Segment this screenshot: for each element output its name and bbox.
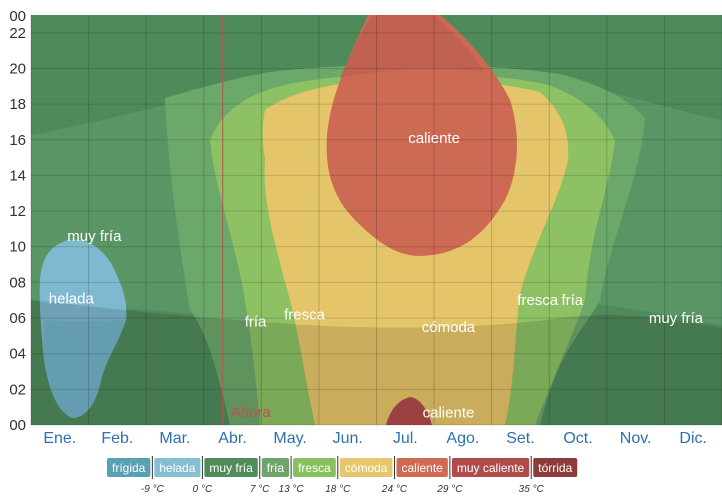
x-tick-label: May. (273, 430, 306, 447)
legend-threshold: 0 °C (193, 484, 213, 495)
legend-swatch (154, 458, 201, 477)
x-tick-label: Mar. (159, 430, 190, 447)
band-caliente-bottom (386, 397, 432, 425)
y-tick-label: 22 (9, 25, 26, 42)
x-tick-label: Jul. (393, 430, 418, 447)
zone-label: muy fría (649, 310, 704, 327)
legend-swatch (204, 458, 258, 477)
x-tick-label: Ene. (43, 430, 76, 447)
legend-threshold: 29 °C (436, 484, 463, 495)
legend-swatch (533, 458, 578, 477)
band-muy-caliente-top (340, 15, 485, 78)
y-tick-label: 02 (9, 381, 26, 398)
y-tick-label: 10 (9, 239, 26, 256)
y-tick-label: 08 (9, 274, 26, 291)
zone-label: muy fría (67, 228, 122, 245)
y-tick-label: 04 (9, 346, 26, 363)
x-tick-label: Oct. (563, 430, 592, 447)
y-tick-label: 00 (9, 8, 26, 25)
legend-label: frígida (112, 461, 146, 475)
y-tick-label: 12 (9, 203, 26, 220)
legend-threshold: 24 °C (381, 484, 408, 495)
now-label: Ahora (231, 404, 272, 421)
zone-label: fresca (284, 306, 326, 323)
legend-label: muy fría (209, 461, 253, 475)
legend-label: muy caliente (457, 461, 525, 475)
y-tick-label: 00 (9, 417, 26, 434)
zone-label: fría (245, 314, 267, 331)
temperature-bands (31, 15, 722, 425)
y-tick-label: 16 (9, 132, 26, 149)
legend-swatch (293, 458, 336, 477)
y-tick-label: 20 (9, 60, 26, 77)
legend: frígida helada muy fría fría fresca cómoda cal… (107, 456, 578, 495)
legend-label: fría (267, 461, 285, 475)
x-tick-label: Set. (506, 430, 534, 447)
x-axis-ticks: Ene. Feb. Mar. Abr. May. Jun. Jul. Ago. Set. Oct.… (43, 430, 707, 447)
x-tick-label: Dic. (679, 430, 707, 447)
band-caliente-top (326, 15, 517, 256)
legend-swatch (107, 458, 151, 477)
grid-lines (30, 15, 722, 426)
x-tick-label: Abr. (218, 430, 246, 447)
y-tick-label: 06 (9, 310, 26, 327)
y-tick-label: 14 (9, 167, 26, 184)
x-tick-label: Nov. (620, 430, 652, 447)
band-helada-lower (44, 320, 126, 418)
now-marker: Ahora (222, 15, 272, 425)
legend-threshold: -9 °C (141, 484, 165, 495)
x-tick-label: Ago. (446, 430, 479, 447)
legend-label: helada (159, 461, 195, 475)
legend-label: tórrida (538, 461, 572, 475)
zone-label: caliente (423, 405, 475, 422)
y-tick-label: 18 (9, 96, 26, 113)
zone-label: fría (561, 292, 583, 309)
legend-threshold: 7 °C (250, 484, 270, 495)
legend-label: caliente (401, 461, 443, 475)
legend-label: cómoda (345, 461, 388, 475)
band-night-shade (31, 300, 722, 425)
zone-label: helada (49, 290, 95, 307)
x-tick-label: Jun. (333, 430, 363, 447)
legend-threshold: 18 °C (325, 484, 351, 495)
legend-swatch (261, 458, 290, 477)
legend-label: fresca (298, 461, 331, 475)
legend-threshold: 13 °C (279, 484, 305, 495)
x-tick-label: Feb. (101, 430, 133, 447)
zone-label: cómoda (422, 319, 476, 336)
legend-swatch (451, 458, 530, 477)
legend-threshold: 35 °C (519, 484, 545, 495)
zone-label: caliente (408, 130, 460, 147)
legend-swatch (396, 458, 448, 477)
zone-label: fresca (517, 292, 559, 309)
legend-swatch (339, 458, 393, 477)
